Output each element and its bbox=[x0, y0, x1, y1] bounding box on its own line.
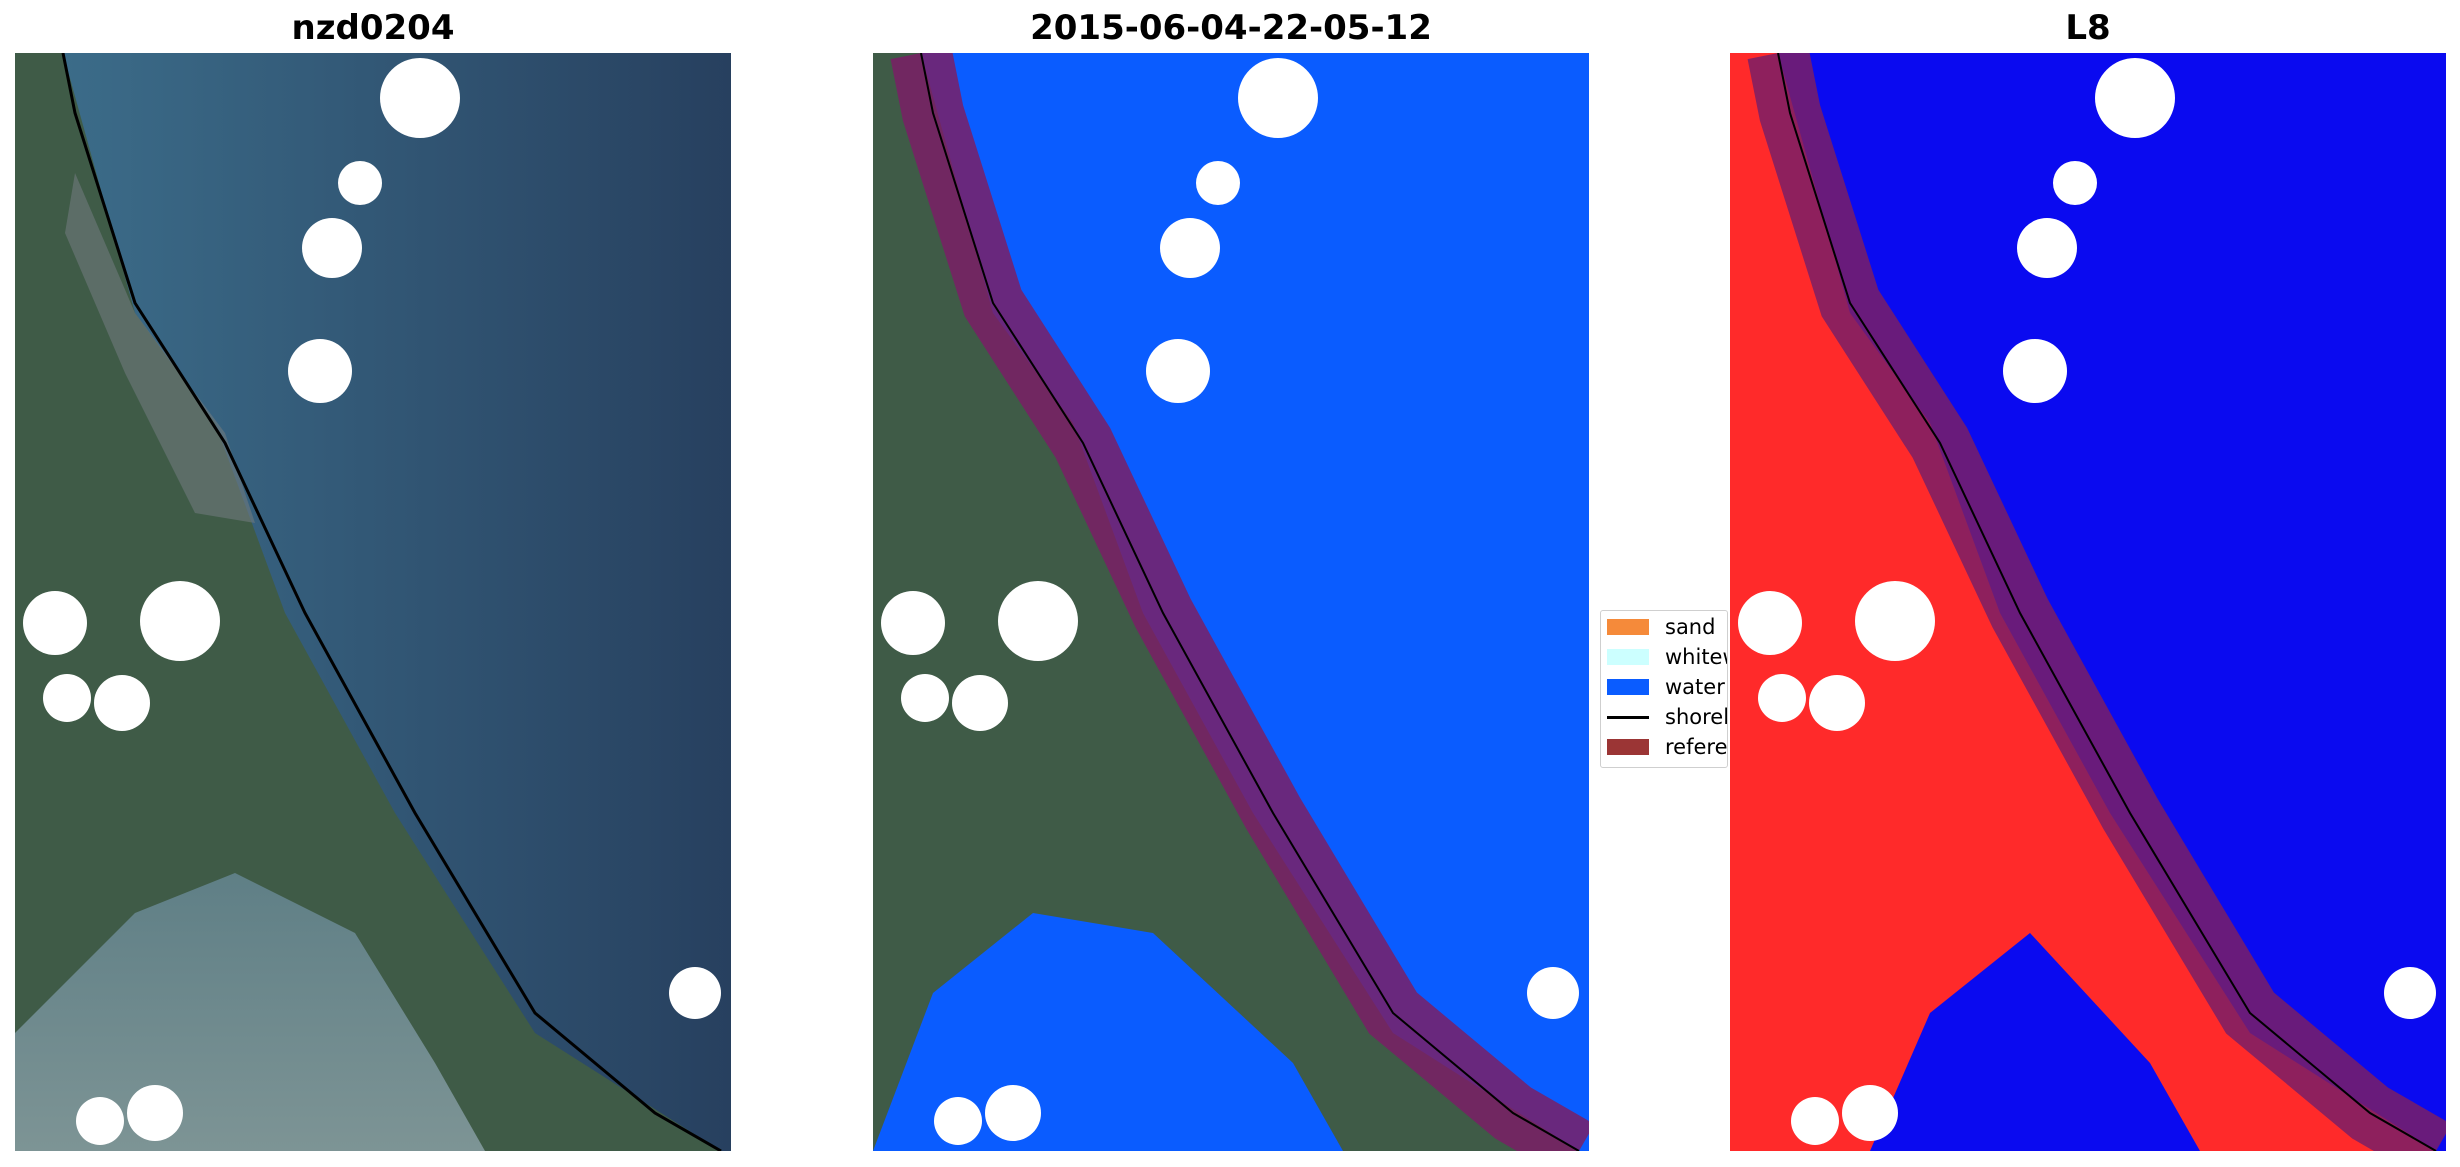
bay-water-area bbox=[873, 913, 1343, 1151]
panel-title-rgb: nzd0204 bbox=[291, 8, 455, 48]
index-bay-area bbox=[1870, 933, 2200, 1151]
cloud-masks bbox=[1738, 58, 2436, 1145]
panel-title-date: 2015-06-04-22-05-12 bbox=[1030, 8, 1432, 48]
legend-label-sand: sand bbox=[1665, 615, 1716, 639]
legend-item-sand: sand bbox=[1607, 613, 1715, 641]
bay-area bbox=[15, 873, 485, 1151]
land-area bbox=[15, 53, 721, 1151]
legend-swatch-water bbox=[1607, 679, 1649, 695]
panel-classified: 2015-06-04-22-05-12 bbox=[873, 0, 1589, 1167]
index-image bbox=[1730, 53, 2446, 1151]
legend-item-reference: reference bbox=[1607, 733, 1728, 761]
legend-label-water: water bbox=[1665, 675, 1725, 699]
panel-title-l8: L8 bbox=[2065, 8, 2111, 48]
legend-swatch-reference bbox=[1607, 739, 1649, 755]
shoreline-line bbox=[1777, 53, 2437, 1151]
panel-index: L8 bbox=[1730, 0, 2446, 1167]
land-area bbox=[873, 53, 1579, 1151]
legend-label-shoreline: shoreline bbox=[1665, 705, 1728, 729]
shoreline-line bbox=[920, 53, 1580, 1151]
legend-swatch-sand bbox=[1607, 619, 1649, 635]
legend-swatch-whitewater bbox=[1607, 649, 1649, 665]
legend-item-water: water bbox=[1607, 673, 1725, 701]
legend-swatch-shoreline bbox=[1607, 715, 1649, 719]
town-area bbox=[65, 173, 255, 523]
shoreline-line bbox=[61, 53, 722, 1151]
cloud-masks bbox=[881, 58, 1579, 1145]
classified-image bbox=[873, 53, 1589, 1151]
legend-label-reference: reference bbox=[1665, 735, 1728, 759]
legend-item-shoreline: shoreline bbox=[1607, 703, 1728, 731]
cloud-masks bbox=[23, 58, 721, 1145]
index-land-area bbox=[1730, 53, 2436, 1151]
rgb-image bbox=[15, 53, 731, 1151]
panel-rgb: nzd0204 bbox=[15, 0, 731, 1167]
